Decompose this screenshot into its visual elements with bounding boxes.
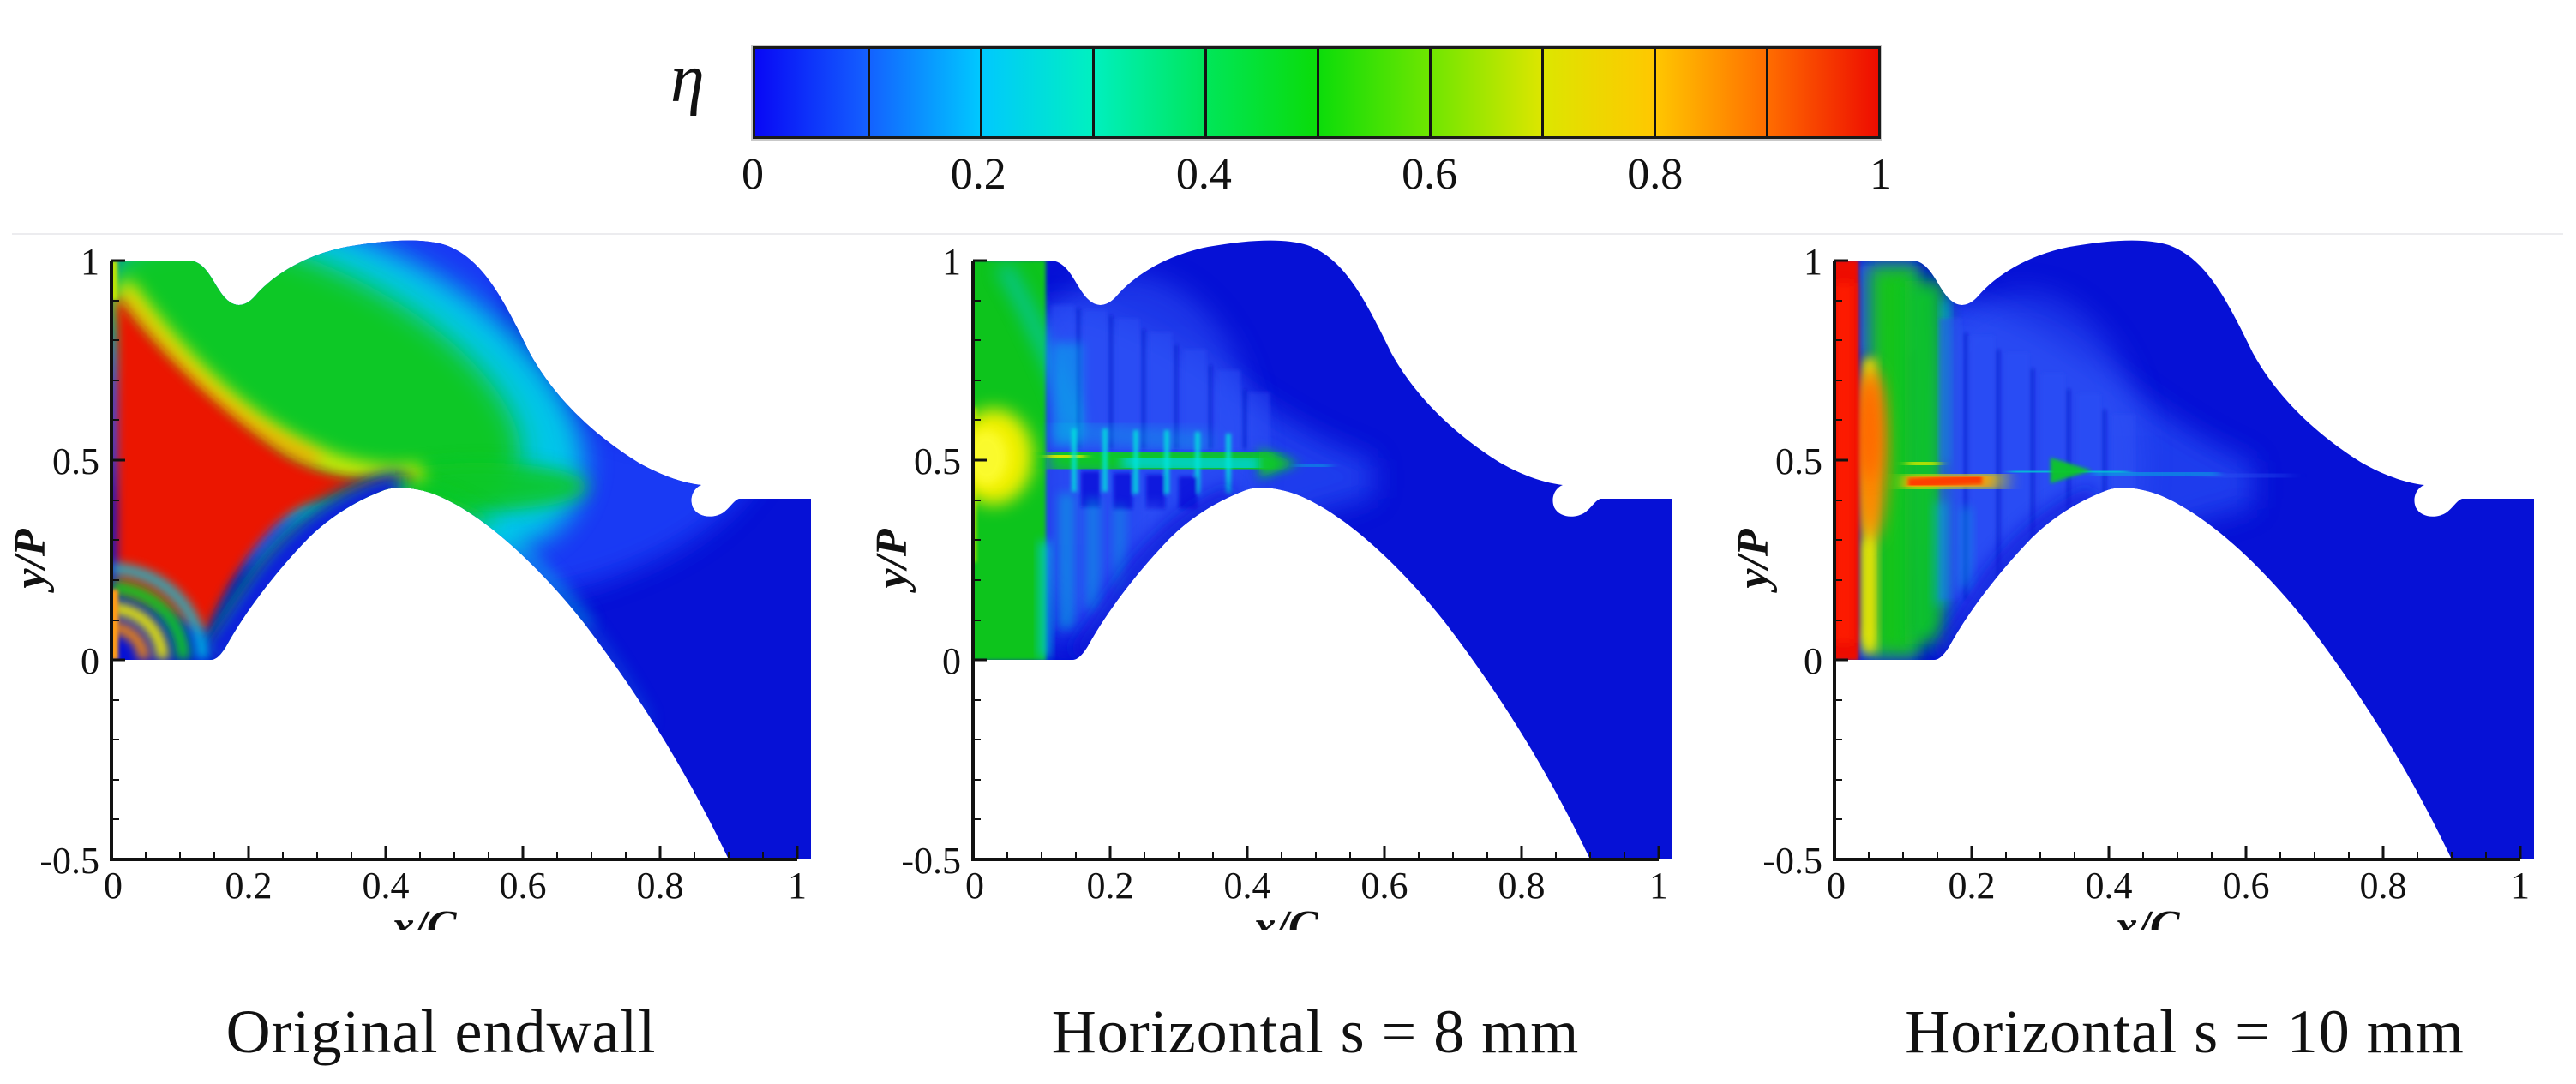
x-tick: 0.4: [2086, 865, 2133, 907]
contour-panel-original-endwall: 1 0.5 0 -0.5 0 0.2 0.4 0.6 0.8 1 x/Cax y…: [6, 240, 811, 930]
axes-s8mm: [971, 259, 1660, 861]
x-axis-label: x/Cax: [2114, 902, 2208, 930]
colorbar-divider: [868, 49, 870, 136]
x-tick: 0.8: [637, 865, 684, 907]
colorbar-tick: 0.4: [1175, 150, 1232, 199]
x-tick: 1: [1649, 865, 1668, 907]
contour-panel-s8mm: 1 0.5 0 -0.5 0 0.2 0.4 0.6 0.8 1 x/Cax y…: [868, 240, 1672, 930]
contour-field-s10mm: [1834, 240, 2534, 860]
x-tick: 0.6: [2223, 865, 2270, 907]
contour-panel-s10mm: 1 0.5 0 -0.5 0 0.2 0.4 0.6 0.8 1 x/Cax y…: [1729, 240, 2534, 930]
colorbar-tick-labels: 0 0.2 0.4 0.6 0.8 1: [742, 149, 1892, 201]
colorbar-tick: 0.2: [950, 150, 1006, 199]
y-tick: 0.5: [1775, 440, 1822, 482]
y-tick: 0: [81, 640, 99, 682]
y-tick: -0.5: [1762, 840, 1822, 882]
y-tick: 0.5: [52, 440, 99, 482]
y-axis-label: y/P: [868, 528, 916, 594]
caption-s10mm: Horizontal s = 10 mm: [1905, 997, 2465, 1066]
x-axis-label: x/Cax: [391, 902, 485, 930]
y-tick: 1: [942, 241, 961, 283]
x-tick: 0.6: [500, 865, 547, 907]
x-tick: 0: [1827, 865, 1846, 907]
x-tick: 0: [965, 865, 984, 907]
y-tick: 1: [81, 241, 99, 283]
colorbar-eta-label: η: [670, 41, 705, 117]
colorbar-divider: [1429, 49, 1432, 136]
y-axis-label: y/P: [6, 528, 55, 594]
y-tick: 1: [1804, 241, 1822, 283]
colorbar-divider: [1092, 49, 1095, 136]
contour-field-original: [111, 240, 811, 860]
x-tick: 0.4: [363, 865, 410, 907]
colorbar-divider: [1766, 49, 1768, 136]
x-tick: 0: [104, 865, 123, 907]
caption-s8mm: Horizontal s = 8 mm: [1051, 997, 1580, 1066]
colorbar-tick: 1: [1870, 150, 1892, 199]
axis-tick-labels-original: 1 0.5 0 -0.5 0 0.2 0.4 0.6 0.8 1 x/Cax y…: [6, 241, 807, 930]
figure-divider-rule: [12, 233, 2563, 235]
colorbar-divider: [1541, 49, 1544, 136]
colorbar-divider: [980, 49, 982, 136]
y-tick: -0.5: [901, 840, 961, 882]
colorbar: [753, 46, 1881, 139]
axes-s10mm: [1833, 259, 2522, 861]
x-tick: 0.8: [2360, 865, 2407, 907]
colorbar-tick: 0: [742, 150, 764, 199]
y-tick: 0: [1804, 640, 1822, 682]
y-tick: 0.5: [914, 440, 961, 482]
x-tick: 1: [2511, 865, 2530, 907]
y-tick: -0.5: [39, 840, 99, 882]
colorbar-tick: 0.8: [1627, 150, 1684, 199]
y-tick: 0: [942, 640, 961, 682]
x-tick: 0.2: [225, 865, 273, 907]
axes-original: [110, 259, 799, 861]
colorbar-divider: [1204, 49, 1207, 136]
colorbar-divider: [1654, 49, 1656, 136]
axis-tick-labels-s10mm: 1 0.5 0 -0.5 0 0.2 0.4 0.6 0.8 1 x/Cax y…: [1729, 241, 2530, 930]
x-tick: 0.8: [1498, 865, 1546, 907]
contour-field-s8mm: [973, 240, 1672, 860]
caption-original-endwall: Original endwall: [225, 997, 657, 1066]
x-tick: 1: [788, 865, 807, 907]
colorbar-divider: [1317, 49, 1319, 136]
x-tick: 0.6: [1361, 865, 1408, 907]
x-tick: 0.4: [1224, 865, 1271, 907]
x-tick: 0.2: [1949, 865, 1996, 907]
axis-tick-labels-s8mm: 1 0.5 0 -0.5 0 0.2 0.4 0.6 0.8 1 x/Cax y…: [868, 241, 1668, 930]
y-axis-label: y/P: [1729, 528, 1778, 594]
x-tick: 0.2: [1087, 865, 1134, 907]
x-axis-label: x/Cax: [1252, 902, 1347, 930]
colorbar-tick: 0.6: [1402, 150, 1458, 199]
